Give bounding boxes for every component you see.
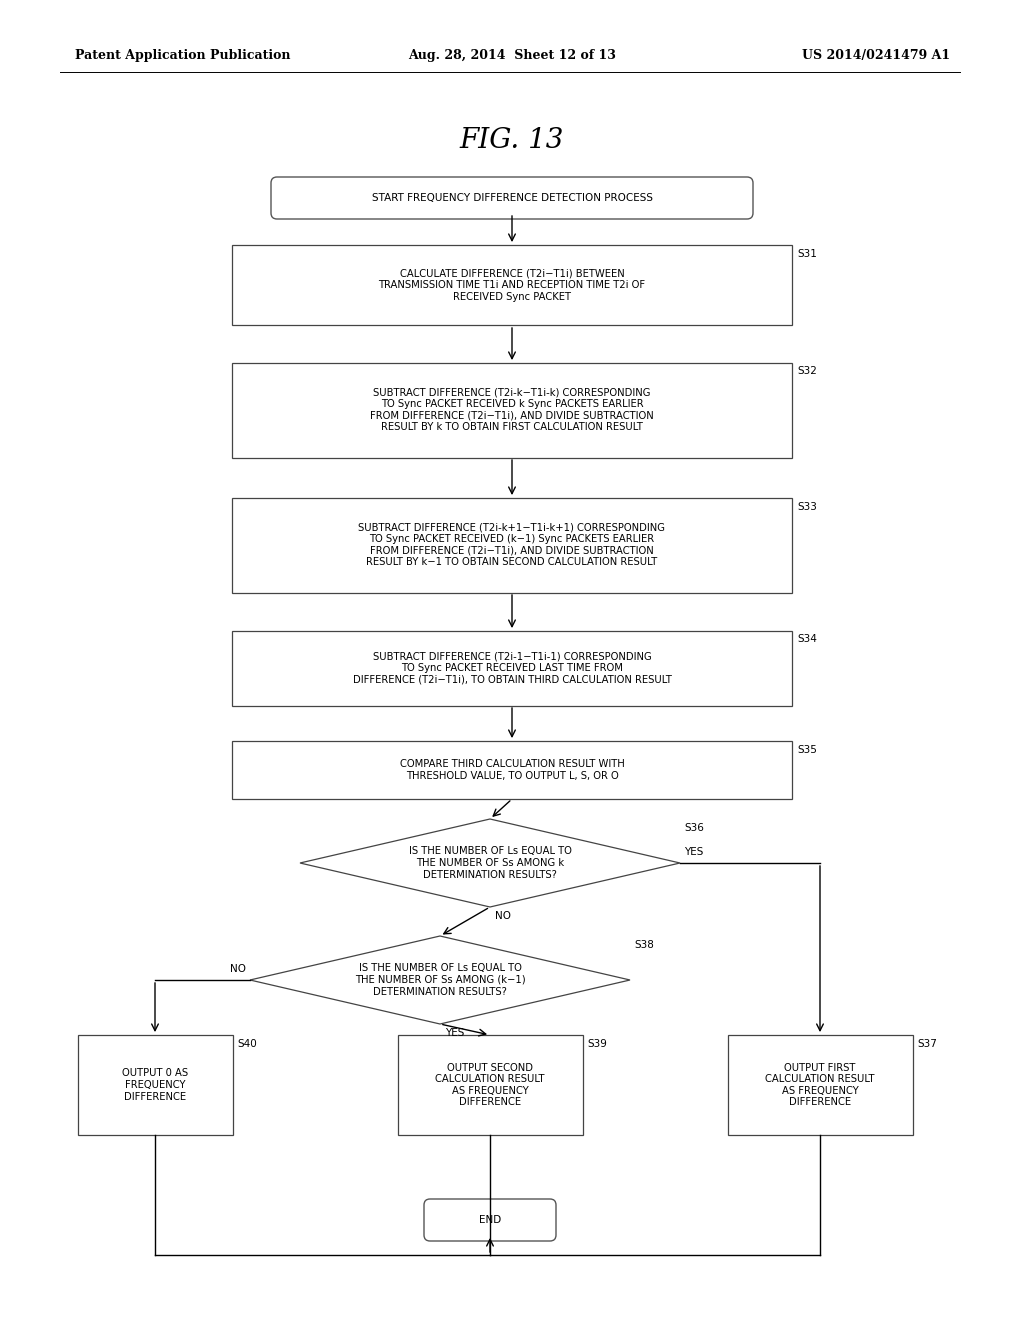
Polygon shape (300, 818, 680, 907)
Text: S32: S32 (797, 367, 817, 376)
Text: SUBTRACT DIFFERENCE (T2i-k−T1i-k) CORRESPONDING
TO Sync PACKET RECEIVED k Sync P: SUBTRACT DIFFERENCE (T2i-k−T1i-k) CORRES… (370, 388, 654, 433)
Text: SUBTRACT DIFFERENCE (T2i-k+1−T1i-k+1) CORRESPONDING
TO Sync PACKET RECEIVED (k−1: SUBTRACT DIFFERENCE (T2i-k+1−T1i-k+1) CO… (358, 523, 666, 568)
FancyBboxPatch shape (424, 1199, 556, 1241)
Text: US 2014/0241479 A1: US 2014/0241479 A1 (802, 49, 950, 62)
Bar (232, 363, 792, 458)
Text: OUTPUT 0 AS
FREQUENCY
DIFFERENCE: OUTPUT 0 AS FREQUENCY DIFFERENCE (122, 1068, 188, 1102)
Bar (232, 631, 792, 705)
Text: OUTPUT FIRST
CALCULATION RESULT
AS FREQUENCY
DIFFERENCE: OUTPUT FIRST CALCULATION RESULT AS FREQU… (765, 1063, 874, 1107)
Polygon shape (250, 936, 630, 1024)
Text: IS THE NUMBER OF Ls EQUAL TO
THE NUMBER OF Ss AMONG k
DETERMINATION RESULTS?: IS THE NUMBER OF Ls EQUAL TO THE NUMBER … (409, 846, 571, 879)
Bar (232, 498, 792, 593)
Text: S40: S40 (238, 1039, 257, 1049)
Text: Patent Application Publication: Patent Application Publication (75, 49, 291, 62)
Text: S38: S38 (634, 940, 654, 950)
Text: S35: S35 (797, 744, 817, 755)
Text: CALCULATE DIFFERENCE (T2i−T1i) BETWEEN
TRANSMISSION TIME T1i AND RECEPTION TIME : CALCULATE DIFFERENCE (T2i−T1i) BETWEEN T… (379, 268, 645, 301)
Text: NO: NO (495, 911, 511, 921)
Text: S39: S39 (588, 1039, 607, 1049)
Bar (727, 1035, 912, 1135)
Bar (78, 1035, 232, 1135)
Text: END: END (479, 1214, 501, 1225)
Text: COMPARE THIRD CALCULATION RESULT WITH
THRESHOLD VALUE, TO OUTPUT L, S, OR O: COMPARE THIRD CALCULATION RESULT WITH TH… (399, 759, 625, 781)
Text: START FREQUENCY DIFFERENCE DETECTION PROCESS: START FREQUENCY DIFFERENCE DETECTION PRO… (372, 193, 652, 203)
Bar (397, 1035, 583, 1135)
Text: SUBTRACT DIFFERENCE (T2i-1−T1i-1) CORRESPONDING
TO Sync PACKET RECEIVED LAST TIM: SUBTRACT DIFFERENCE (T2i-1−T1i-1) CORRES… (352, 651, 672, 685)
Text: FIG. 13: FIG. 13 (460, 127, 564, 153)
Text: S37: S37 (918, 1039, 937, 1049)
Text: YES: YES (445, 1028, 464, 1038)
Text: NO: NO (230, 964, 246, 974)
Text: S31: S31 (797, 249, 817, 259)
Text: S36: S36 (684, 822, 703, 833)
Bar (232, 741, 792, 799)
Text: YES: YES (684, 847, 703, 857)
Text: S34: S34 (797, 635, 817, 644)
FancyBboxPatch shape (271, 177, 753, 219)
Text: OUTPUT SECOND
CALCULATION RESULT
AS FREQUENCY
DIFFERENCE: OUTPUT SECOND CALCULATION RESULT AS FREQ… (435, 1063, 545, 1107)
Text: Aug. 28, 2014  Sheet 12 of 13: Aug. 28, 2014 Sheet 12 of 13 (408, 49, 616, 62)
Bar (232, 246, 792, 325)
Text: S33: S33 (797, 502, 817, 511)
Text: IS THE NUMBER OF Ls EQUAL TO
THE NUMBER OF Ss AMONG (k−1)
DETERMINATION RESULTS?: IS THE NUMBER OF Ls EQUAL TO THE NUMBER … (354, 964, 525, 997)
